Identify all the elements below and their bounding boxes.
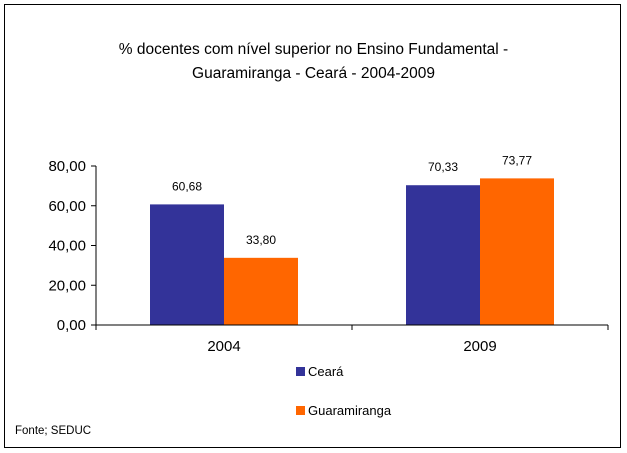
x-tick-label-2009: 2009 bbox=[463, 338, 496, 355]
bar-2004-0 bbox=[150, 204, 224, 325]
source-note: Fonte; SEDUC bbox=[15, 425, 92, 437]
chart-title-line-2: Guaramiranga - Ceará - 2004-2009 bbox=[192, 65, 435, 82]
legend-label-guaramiranga: Guaramiranga bbox=[308, 403, 392, 418]
data-label-2004-1: 33,80 bbox=[246, 233, 276, 247]
y-tick-label-3: 60,00 bbox=[48, 198, 86, 215]
y-tick-label-4: 80,00 bbox=[48, 158, 86, 175]
chart-title-line-1: % docentes com nível superior no Ensino … bbox=[118, 41, 509, 58]
data-label-2009-1: 73,77 bbox=[502, 153, 532, 167]
legend-swatch-guaramiranga bbox=[296, 406, 305, 415]
y-tick-label-1: 20,00 bbox=[48, 277, 86, 294]
y-tick-label-0: 0,00 bbox=[57, 317, 86, 334]
axes-group bbox=[91, 165, 609, 330]
data-label-2009-0: 70,33 bbox=[428, 160, 458, 174]
bar-2009-0 bbox=[406, 185, 480, 325]
chart-title: % docentes com nível superior no Ensino … bbox=[0, 38, 627, 86]
legend-item-ceara: Ceará bbox=[296, 364, 343, 379]
legend-item-guaramiranga: Guaramiranga bbox=[296, 403, 391, 418]
bar-2009-1 bbox=[480, 178, 554, 325]
y-tick-label-2: 40,00 bbox=[48, 238, 86, 255]
legend-label-ceara: Ceará bbox=[308, 364, 344, 379]
x-tick-label-2004: 2004 bbox=[207, 338, 240, 355]
data-label-2004-0: 60,68 bbox=[172, 179, 202, 193]
bars-group bbox=[150, 178, 554, 325]
bar-2004-1 bbox=[224, 257, 298, 325]
legend-swatch-ceara bbox=[296, 367, 305, 376]
labels-group: 60,68 33,80 2004 70,33 73,77 2009 0,00 20,00 40,… bbox=[48, 153, 532, 355]
